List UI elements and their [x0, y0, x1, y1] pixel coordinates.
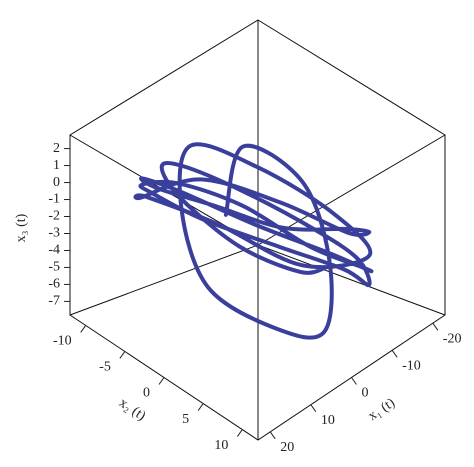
y-tick-label: -10 — [53, 334, 72, 349]
y-tick — [80, 325, 87, 333]
x-tick — [310, 404, 317, 412]
y-tick — [236, 429, 243, 437]
z-tick-label: -2 — [48, 209, 60, 224]
x-tick-label: 10 — [321, 413, 335, 428]
z-tick-label: -5 — [48, 260, 60, 275]
z-tick-label: 0 — [53, 175, 60, 190]
z-tick-label: -4 — [48, 243, 60, 258]
z-tick-label: -6 — [48, 277, 60, 292]
box-inner-edges — [69, 20, 446, 440]
y-tick — [197, 403, 204, 411]
x-tick-label: 0 — [362, 386, 369, 401]
z-tick-label: -1 — [48, 192, 60, 207]
x-tick — [351, 377, 357, 385]
box — [69, 19, 446, 441]
trajectory — [133, 142, 374, 340]
z-tick-label: -7 — [48, 294, 60, 309]
x-tick-label: 20 — [280, 440, 294, 455]
z-tick-label: 1 — [53, 158, 60, 173]
x-tick — [391, 350, 398, 358]
x-tick-label: -10 — [402, 359, 421, 374]
z-tick-label: 2 — [53, 141, 60, 156]
y-tick-label: 0 — [143, 386, 150, 401]
y-tick-label: 5 — [182, 412, 189, 427]
z-axis-label: x₃ (t) — [14, 213, 29, 242]
y-tick — [119, 351, 126, 359]
y-tick — [158, 377, 165, 385]
x-tick — [432, 322, 439, 331]
y-tick-label: -5 — [99, 360, 111, 375]
y-tick-label: 10 — [214, 438, 228, 453]
x-axis-label: x₁ (t) — [366, 395, 398, 424]
x-tick — [269, 431, 276, 440]
x-tick-label: -20 — [443, 331, 462, 346]
z-tick-label: -3 — [48, 226, 60, 241]
